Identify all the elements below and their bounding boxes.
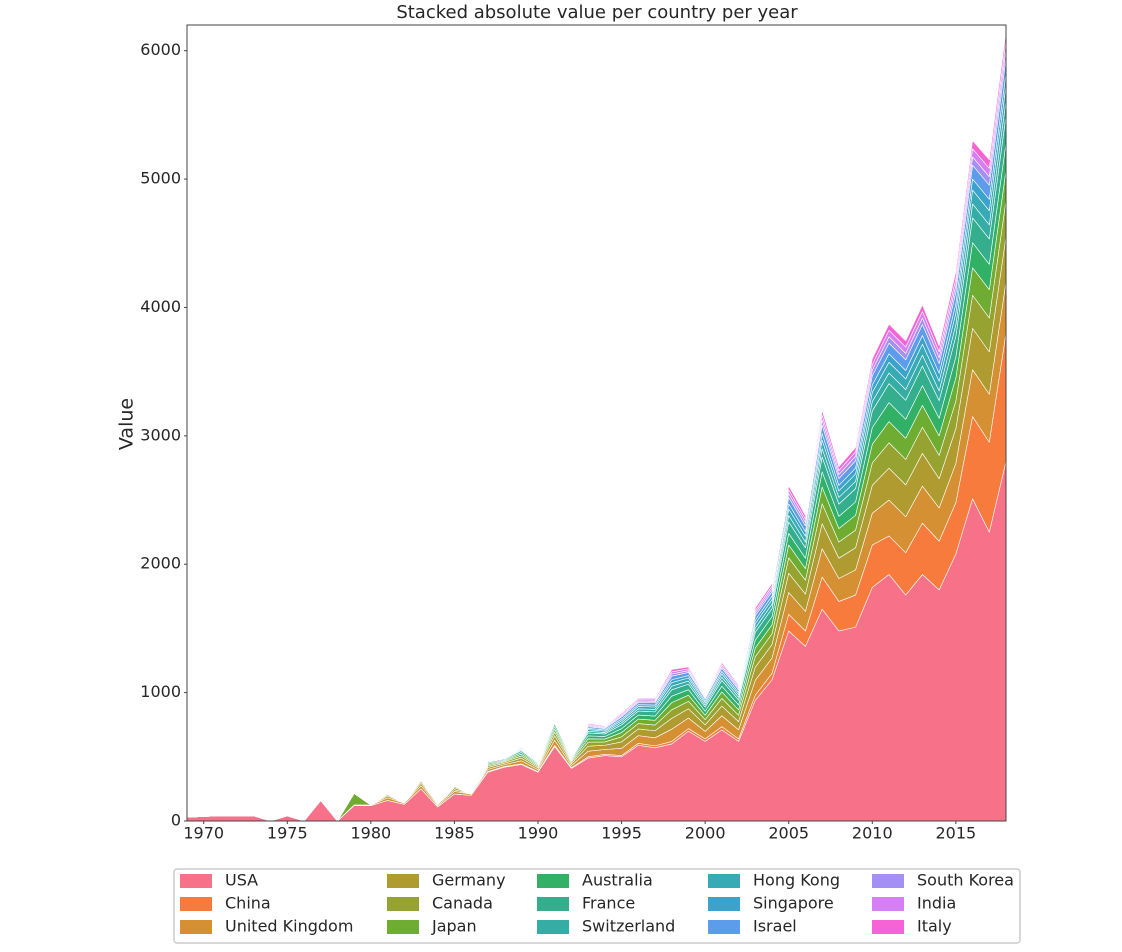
x-tick-label: 1975 [267, 824, 308, 843]
legend-label: Japan [431, 917, 477, 936]
y-axis-label: Value [116, 398, 138, 450]
x-tick-label: 1990 [518, 824, 559, 843]
legend-label: Italy [917, 917, 952, 936]
legend-swatch [708, 874, 740, 888]
legend-label: Hong Kong [753, 871, 840, 890]
legend-swatch [872, 874, 904, 888]
x-tick-label: 2005 [768, 824, 809, 843]
y-tick-label: 4000 [140, 297, 181, 316]
legend-swatch [387, 874, 419, 888]
legend-label: Germany [432, 871, 506, 890]
legend-swatch [387, 897, 419, 911]
x-tick-label: 2010 [852, 824, 893, 843]
legend-swatch [708, 897, 740, 911]
y-tick-label: 3000 [140, 425, 181, 444]
legend-swatch [537, 920, 569, 934]
legend-box [173, 868, 1021, 944]
legend-label: Switzerland [582, 917, 675, 936]
chart-title: Stacked absolute value per country per y… [396, 2, 798, 23]
y-tick-label: 5000 [140, 169, 181, 188]
legend-swatch [537, 897, 569, 911]
legend-label: USA [225, 871, 258, 890]
legend-label: United Kingdom [225, 917, 353, 936]
y-tick-label: 2000 [140, 554, 181, 573]
x-tick-label: 2000 [685, 824, 726, 843]
legend-label: France [582, 894, 635, 913]
legend-swatch [180, 874, 212, 888]
legend-swatch [872, 897, 904, 911]
x-tick-label: 1985 [434, 824, 475, 843]
legend-label: China [225, 894, 271, 913]
y-tick-label: 1000 [140, 682, 181, 701]
legend-swatch [872, 920, 904, 934]
x-tick-label: 1980 [350, 824, 391, 843]
legend-swatch [537, 874, 569, 888]
y-tick-label: 6000 [140, 40, 181, 59]
plot-frame [186, 24, 1007, 822]
x-tick-label: 2015 [935, 824, 976, 843]
x-tick-label: 1995 [601, 824, 642, 843]
legend-label: Singapore [753, 894, 834, 913]
x-tick-label: 1970 [183, 824, 224, 843]
legend-label: South Korea [917, 871, 1014, 890]
legend-swatch [708, 920, 740, 934]
legend-label: Australia [582, 871, 653, 890]
legend-swatch [387, 920, 419, 934]
legend-label: Israel [753, 917, 797, 936]
legend-swatch [180, 897, 212, 911]
legend-label: India [917, 894, 956, 913]
legend-swatch [180, 920, 212, 934]
y-tick-label: 0 [171, 811, 181, 830]
plot-area [186, 31, 1007, 822]
legend-label: Canada [432, 894, 493, 913]
